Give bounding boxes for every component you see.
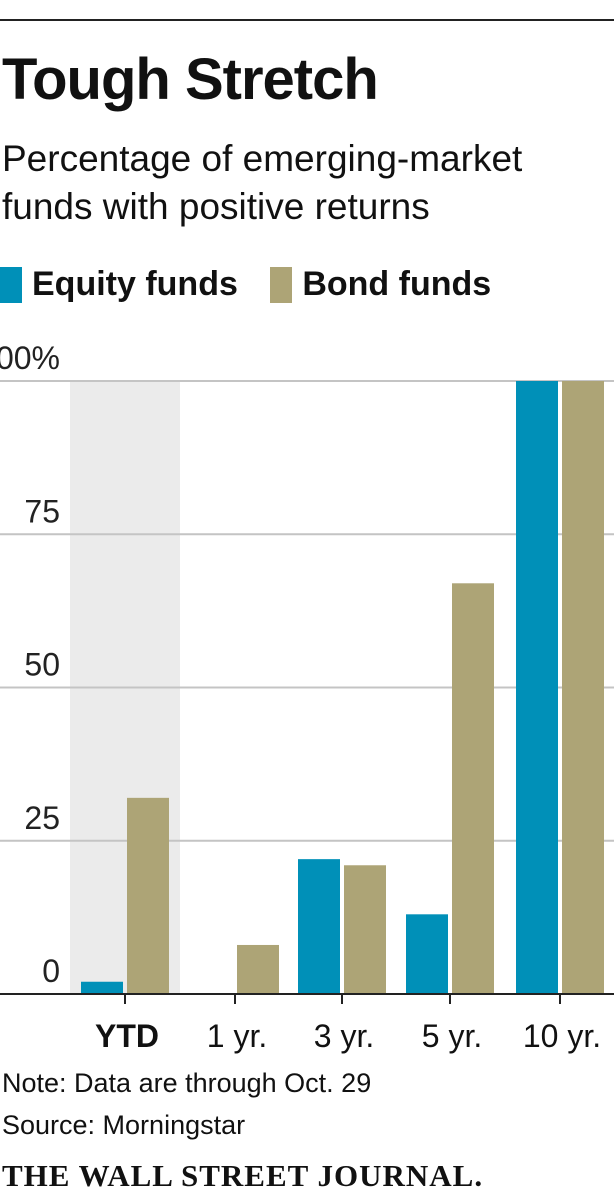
bar-bond: [452, 583, 494, 994]
x-tick-label: YTD: [95, 1018, 159, 1054]
legend-swatch-bond: [270, 266, 293, 303]
y-tick-label: 75: [24, 493, 60, 529]
bar-equity: [406, 914, 448, 994]
bar-equity: [81, 981, 123, 994]
x-tick-label: 3 yr.: [314, 1018, 374, 1054]
bar-bond: [127, 797, 169, 994]
source-line: Source: Morningstar: [2, 1110, 246, 1140]
bar-chart: 0 25 50 75 100% YTD 1 yr. 3 yr. 5 yr. 10 yr.: [0, 340, 614, 1054]
legend-swatch-equity: [0, 266, 22, 303]
legend-item-equity: Equity funds: [0, 265, 238, 304]
chart-legend: Equity funds Bond funds: [0, 265, 519, 309]
x-tick-label: 5 yr.: [422, 1018, 482, 1054]
x-tick-label: 10 yr.: [523, 1018, 601, 1054]
legend-item-bond: Bond funds: [270, 265, 491, 304]
bar-equity: [298, 859, 340, 994]
legend-label-equity: Equity funds: [32, 265, 238, 303]
footnote: Note: Data are through Oct. 29: [2, 1068, 372, 1098]
bar-bond: [344, 865, 386, 994]
chart-subtitle: Percentage of emerging-market funds with…: [2, 138, 523, 227]
x-tick-label: 1 yr.: [207, 1018, 267, 1054]
y-tick-label: 0: [42, 953, 60, 989]
y-tick-label: 50: [24, 647, 60, 683]
chart-title: Tough Stretch: [2, 47, 379, 112]
publisher-logo: THE WALL STREET JOURNAL.: [2, 1158, 484, 1193]
bar-bond: [237, 944, 279, 994]
bar-bond: [562, 381, 604, 994]
top-rule: [0, 19, 614, 21]
bar-equity: [516, 381, 558, 994]
y-tick-label: 100%: [0, 340, 60, 376]
legend-label-bond: Bond funds: [302, 265, 492, 303]
y-tick-label: 25: [24, 800, 60, 836]
